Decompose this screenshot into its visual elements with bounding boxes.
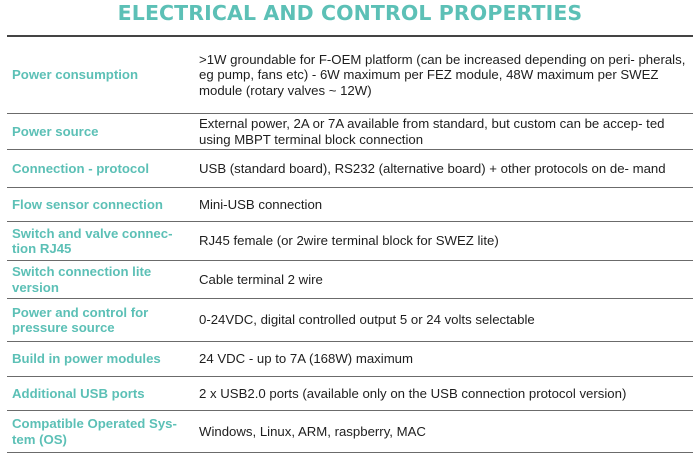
row-value: 24 VDC - up to 7A (168W) maximum	[199, 351, 413, 367]
row-value: 0-24VDC, digital controlled output 5 or …	[199, 312, 535, 328]
table-row: Build in power modules 24 VDC - up to 7A…	[7, 342, 693, 377]
table-row: Compatible Operated Sys- tem (OS) Window…	[7, 411, 693, 453]
row-value: External power, 2A or 7A available from …	[199, 116, 665, 147]
table-row: Power source External power, 2A or 7A av…	[7, 114, 693, 150]
row-label: Switch connection lite version	[12, 264, 152, 295]
table-row: Additional USB ports 2 x USB2.0 ports (a…	[7, 377, 693, 411]
table-row: Connection - protocol USB (standard boar…	[7, 150, 693, 188]
row-value: Windows, Linux, ARM, raspberry, MAC	[199, 423, 426, 439]
title-divider	[7, 35, 693, 37]
row-label: Additional USB ports	[12, 385, 145, 401]
row-label: Compatible Operated Sys- tem (OS)	[12, 416, 177, 447]
row-label: Connection - protocol	[12, 160, 149, 176]
row-value: Cable terminal 2 wire	[199, 271, 323, 287]
table-row: Power and control for pressure source 0-…	[7, 299, 693, 342]
table-row: Switch connection lite version Cable ter…	[7, 261, 693, 299]
row-label: Flow sensor connection	[12, 196, 163, 212]
row-value: USB (standard board), RS232 (alternative…	[199, 160, 666, 176]
row-value: 2 x USB2.0 ports (available only on the …	[199, 385, 627, 401]
row-label: Power and control for pressure source	[12, 304, 149, 336]
row-value: RJ45 female (or 2wire terminal block for…	[199, 233, 499, 249]
table-row: Power consumption >1W groundable for F-O…	[7, 37, 693, 114]
row-value: >1W groundable for F-OEM platform (can b…	[199, 51, 686, 98]
table-row: Flow sensor connection Mini-USB connecti…	[7, 188, 693, 222]
row-label: Switch and valve connec- tion RJ45	[12, 225, 173, 257]
row-label: Power source	[12, 123, 99, 139]
row-label: Power consumption	[12, 67, 139, 83]
row-value: Mini-USB connection	[199, 196, 323, 212]
row-label: Build in power modules	[12, 351, 161, 367]
table-row: Switch and valve connec- tion RJ45 RJ45 …	[7, 222, 693, 261]
page-title: ELECTRICAL AND CONTROL PROPERTIES	[117, 1, 583, 25]
